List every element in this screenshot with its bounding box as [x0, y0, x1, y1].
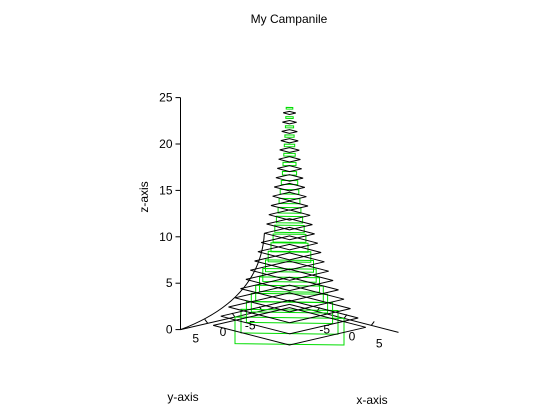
- y-tick-label: 0: [220, 325, 227, 339]
- green-ring: [282, 161, 297, 167]
- y-tick-label: -5: [245, 319, 256, 333]
- black-ring: [254, 252, 325, 271]
- x-tick-label: 5: [376, 336, 383, 350]
- black-ring: [220, 299, 359, 335]
- black-ring: [278, 156, 301, 163]
- black-ring: [264, 226, 315, 241]
- black-ring: [277, 165, 302, 173]
- black-ring: [281, 129, 298, 134]
- black-ring: [274, 182, 305, 192]
- x-tick-mark: [370, 321, 375, 326]
- chart-title: My Campanile: [251, 12, 328, 26]
- black-ring: [275, 174, 304, 182]
- z-axis-ticks: 0 5 10 15 20 25: [159, 91, 181, 337]
- wireframe-series: [180, 106, 366, 346]
- black-ring: [261, 235, 318, 251]
- black-ring: [282, 119, 297, 125]
- black-ring: [280, 138, 299, 144]
- green-ring: [259, 276, 320, 293]
- green-ring: [284, 134, 295, 138]
- z-tick-label: 15: [159, 183, 173, 197]
- green-ring: [240, 308, 339, 335]
- x-tick-label: 0: [349, 329, 356, 343]
- black-ring: [270, 200, 309, 211]
- green-ring: [283, 152, 296, 157]
- black-ring: [234, 284, 345, 313]
- black-ring: [279, 147, 300, 153]
- y-tick-mark: [204, 318, 209, 324]
- green-ring: [272, 233, 307, 243]
- green-ring: [279, 188, 300, 195]
- green-ring: [285, 116, 294, 120]
- black-ring: [250, 260, 329, 281]
- black-ring: [245, 268, 334, 292]
- edge-curve: [180, 233, 265, 331]
- y-tick-label: 5: [192, 331, 199, 345]
- green-ring: [284, 125, 295, 129]
- green-ring: [245, 300, 334, 325]
- x-axis-label: x-axis: [356, 393, 387, 407]
- black-ring: [257, 243, 322, 261]
- y-axis-label: y-axis: [167, 390, 198, 404]
- green-ring: [262, 267, 317, 283]
- black-ring: [240, 276, 339, 302]
- z-tick-label: 20: [159, 137, 173, 151]
- black-ring: [266, 218, 313, 231]
- green-ring: [250, 292, 329, 314]
- black-ring: [228, 292, 351, 324]
- green-ring: [285, 106, 294, 110]
- green-ring: [283, 143, 296, 148]
- z-axis-label: z-axis: [137, 181, 151, 212]
- green-ring: [274, 224, 305, 234]
- z-tick-label: 25: [159, 91, 173, 105]
- green-ring: [270, 242, 309, 253]
- black-ring: [283, 110, 296, 116]
- z-tick-label: 0: [166, 323, 173, 337]
- axes-frame: [180, 97, 399, 333]
- black-ring: [213, 307, 366, 346]
- z-tick-label: 10: [159, 230, 173, 244]
- z-tick-label: 5: [166, 276, 173, 290]
- black-ring: [272, 191, 307, 202]
- green-ring: [234, 316, 345, 346]
- x-tick-label: -5: [319, 322, 330, 336]
